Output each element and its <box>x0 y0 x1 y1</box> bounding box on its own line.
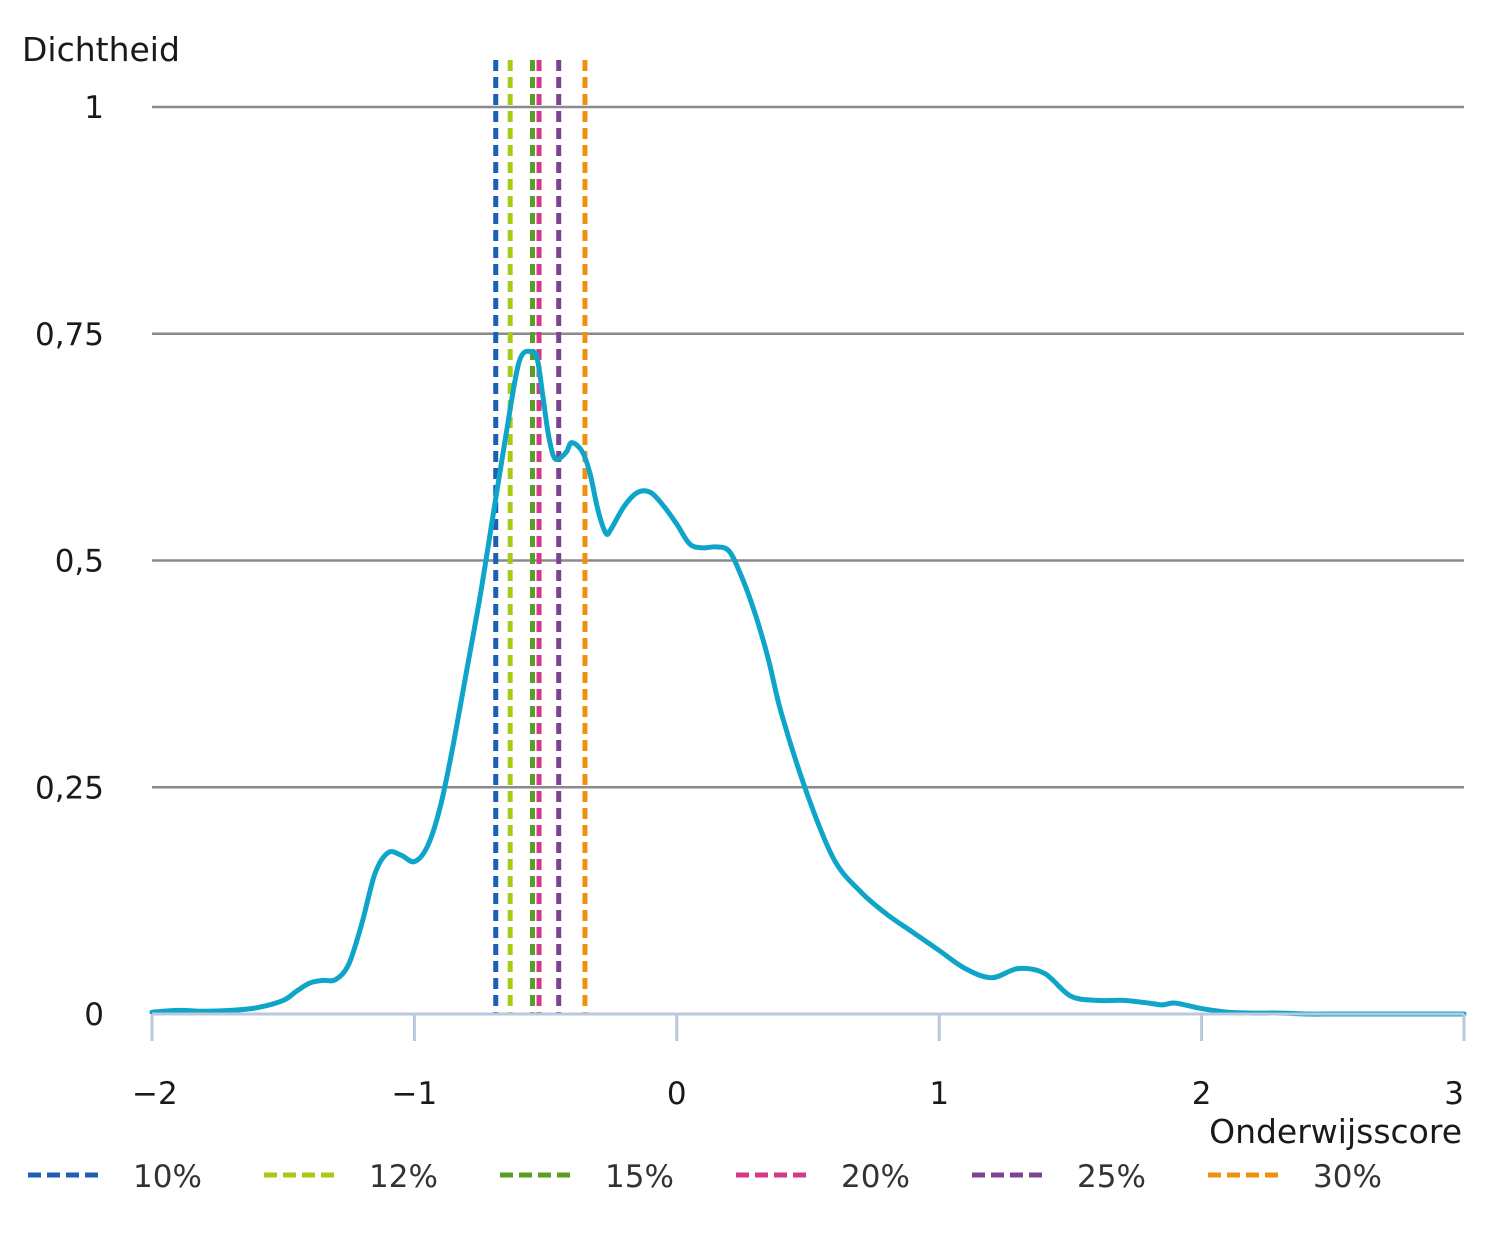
y-tick-label: 0,25 <box>35 770 104 806</box>
density-curve-group <box>149 348 1467 1017</box>
legend-item-12pct: 12% <box>264 1159 438 1195</box>
legend: 10% 12% 15% 20% 25% 30% <box>28 1159 1382 1195</box>
legend-label: 12% <box>369 1159 438 1195</box>
legend-item-25pct: 25% <box>972 1159 1146 1195</box>
legend-item-15pct: 15% <box>500 1159 674 1195</box>
legend-label: 25% <box>1077 1159 1146 1195</box>
legend-label: 30% <box>1313 1159 1382 1195</box>
x-tick-label: 3 <box>1444 1076 1464 1112</box>
y-tick-label: 1 <box>84 90 104 126</box>
x-axis-title: Onderwijsscore <box>1209 1112 1462 1151</box>
density-curve <box>149 348 1467 1017</box>
legend-item-10pct: 10% <box>28 1159 202 1195</box>
y-tick-label: 0,75 <box>35 317 104 353</box>
y-axis-title: Dichtheid <box>22 30 180 69</box>
legend-item-20pct: 20% <box>736 1159 910 1195</box>
y-tick-label: 0,5 <box>55 544 104 580</box>
x-tick-label: −2 <box>132 1076 178 1112</box>
legend-label: 10% <box>133 1159 202 1195</box>
y-tick-label: 0 <box>84 997 104 1033</box>
legend-label: 20% <box>841 1159 910 1195</box>
threshold-lines <box>493 60 588 1014</box>
x-tick-label: 2 <box>1192 1076 1212 1112</box>
legend-item-30pct: 30% <box>1208 1159 1382 1195</box>
y-tick-labels: 0 0,25 0,5 0,75 1 <box>35 90 104 1033</box>
grid-lines <box>152 105 1464 789</box>
x-tick-label: 0 <box>667 1076 687 1112</box>
x-tick-label: −1 <box>392 1076 438 1112</box>
x-axis: −2 −1 0 1 2 3 <box>132 1012 1466 1112</box>
x-tick-label: 1 <box>929 1076 949 1112</box>
legend-label: 15% <box>605 1159 674 1195</box>
